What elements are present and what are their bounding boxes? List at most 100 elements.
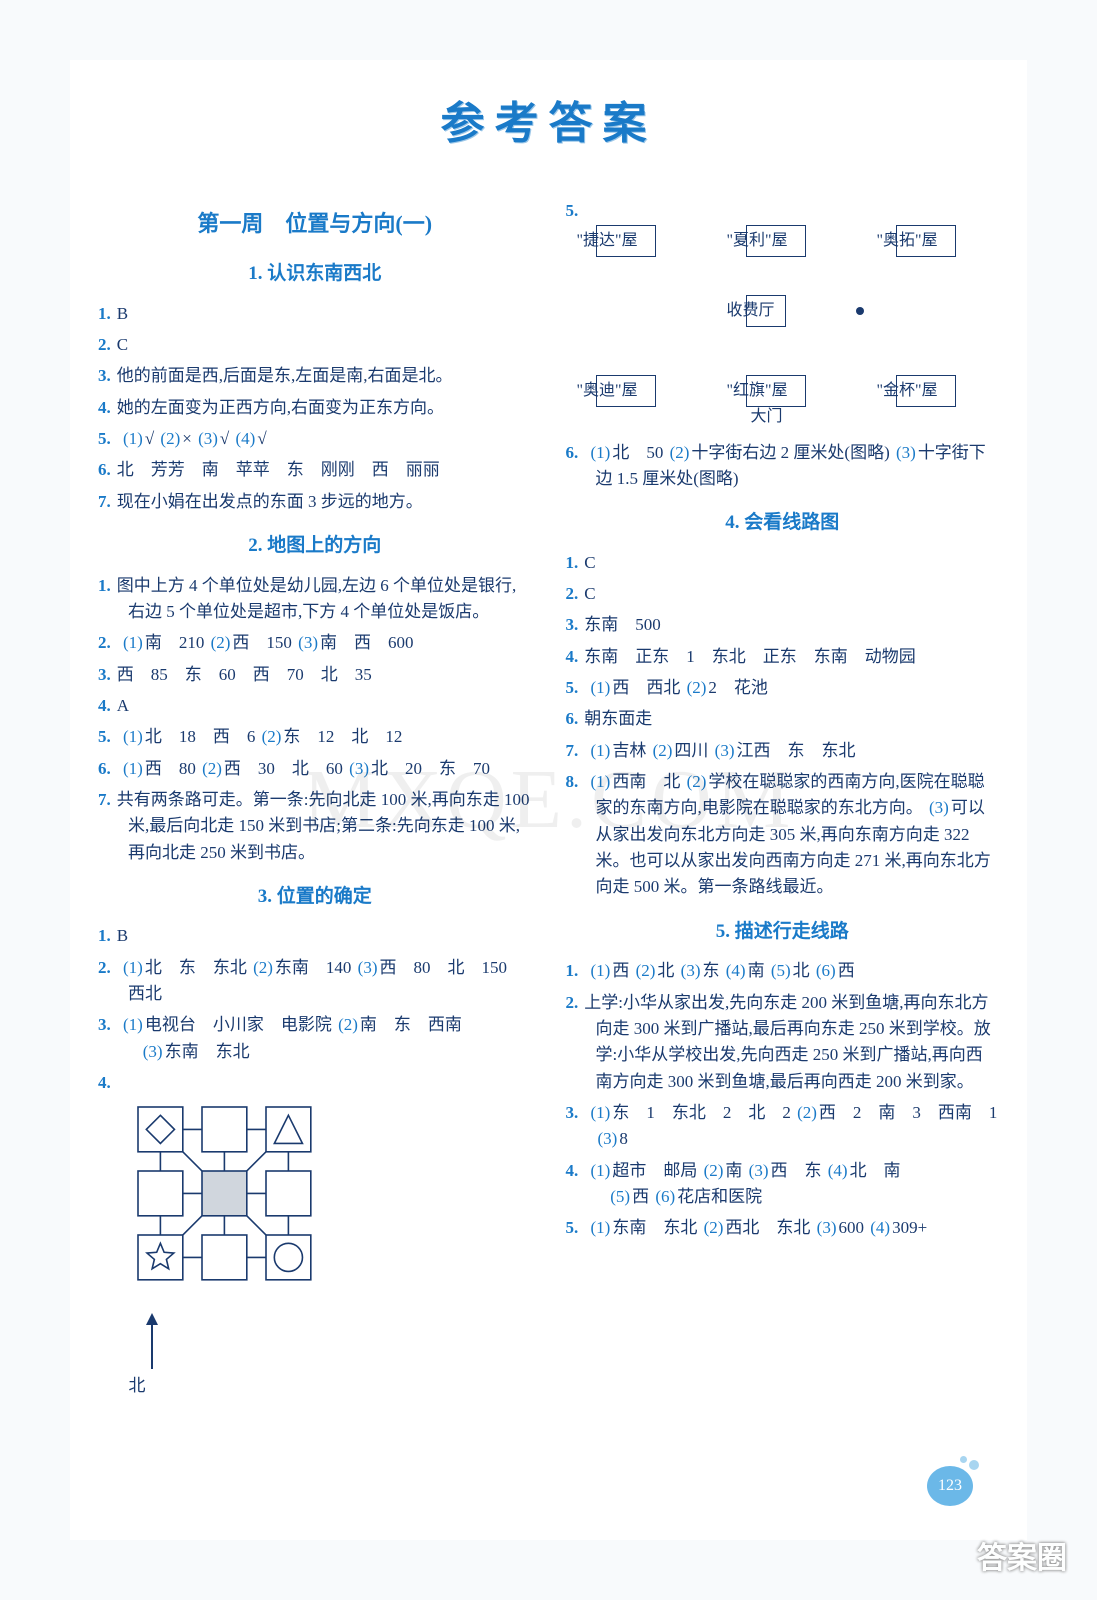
p: (5): [771, 961, 791, 980]
v: 东 12 北 12: [283, 727, 402, 746]
v: 图中上方 4 个单位处是幼儿园,左边 6 个单位处是银行,右边 5 个单位处是超…: [117, 576, 517, 621]
p: (4): [236, 429, 256, 448]
house-box-n: "夏利"屋: [746, 225, 807, 258]
p: (3): [349, 759, 369, 778]
p: (1): [123, 759, 143, 778]
p: (3): [817, 1218, 837, 1237]
p: (2): [797, 1103, 817, 1122]
house-box-nw: "捷达"屋: [596, 225, 657, 258]
p: (4): [870, 1218, 890, 1237]
p: (3): [896, 443, 916, 462]
v: 南 210: [145, 633, 205, 652]
v: 北 50: [612, 443, 663, 462]
p: (2): [704, 1218, 724, 1237]
v: C: [584, 584, 595, 603]
v: 北 南: [850, 1161, 901, 1180]
r-q6: 6. (1)北 50 (2)十字街右边 2 厘米处(图略) (3)十字街下边 1…: [566, 440, 1000, 493]
v: 东南 140: [275, 958, 352, 977]
v: 东南 500: [584, 615, 661, 634]
p: (6): [655, 1187, 675, 1206]
v: 南 西 600: [320, 633, 414, 652]
p: (1): [591, 678, 611, 697]
v: 东南 东北: [612, 1218, 697, 1237]
s1-q4: 4.她的左面变为正西方向,右面变为正东方向。: [98, 395, 532, 421]
p: (1): [591, 1218, 611, 1237]
s4-q2: 2.C: [566, 581, 1000, 607]
north-arrow: 北: [140, 1309, 164, 1399]
p: (3): [749, 1161, 769, 1180]
v: √: [220, 429, 229, 448]
page-number-badge: 123: [921, 1460, 981, 1510]
p: (3): [598, 1129, 618, 1148]
s2-q1: 1.图中上方 4 个单位处是幼儿园,左边 6 个单位处是银行,右边 5 个单位处…: [98, 573, 532, 626]
s1-q2-ans: C: [117, 335, 128, 354]
v: 东南 正东 1 东北 正东 东南 动物园: [584, 647, 916, 666]
v: 共有两条路可走。第一条:先向北走 100 米,再向东走 100 米,最后向北走 …: [117, 790, 530, 862]
v: 吉林: [612, 741, 646, 760]
left-column: 第一周 位置与方向(一) 1. 认识东南西北 1.B 2.C 3.他的前面是西,…: [98, 193, 532, 1404]
p: (1): [591, 772, 611, 791]
p: (1): [591, 741, 611, 760]
v: B: [117, 926, 128, 945]
p: (2): [202, 759, 222, 778]
v: 西 80: [145, 759, 196, 778]
p: (2): [670, 443, 690, 462]
p: (1): [123, 727, 143, 746]
p: (2): [338, 1015, 358, 1034]
v: 南: [748, 961, 765, 980]
s1-q5: 5. (1)√ (2)× (3)√ (4)√: [98, 426, 532, 452]
p: (1): [591, 961, 611, 980]
p: (1): [591, 1161, 611, 1180]
v: 北 20 东 70: [371, 759, 490, 778]
v: √: [145, 429, 154, 448]
s4-q1: 1.C: [566, 550, 1000, 576]
house-box-sw: "奥迪"屋: [596, 375, 657, 408]
p: (2): [160, 429, 180, 448]
p: (4): [726, 961, 746, 980]
p: (2): [636, 961, 656, 980]
s4-q5: 5. (1)西 西北 (2)2 花池: [566, 675, 1000, 701]
v: 江西 东 东北: [736, 741, 855, 760]
v: 西南 北: [612, 772, 680, 791]
p: (2): [262, 727, 282, 746]
p: (3): [198, 429, 218, 448]
columns: 第一周 位置与方向(一) 1. 认识东南西北 1.B 2.C 3.他的前面是西,…: [70, 193, 1027, 1404]
s1-q4-ans: 她的左面变为正西方向,右面变为正东方向。: [117, 398, 444, 417]
s1-q3-ans: 他的前面是西,后面是东,左面是南,右面是北。: [117, 366, 453, 385]
p: (3): [143, 1042, 163, 1061]
gate-label: 大门: [781, 405, 797, 430]
s5-q3: 3. (1)东 1 东北 2 北 2 (2)西 2 南 3 西南 1 (3)8: [566, 1100, 1000, 1153]
v: 西 150: [232, 633, 292, 652]
v: 朝东面走: [584, 709, 652, 728]
s4-q3: 3.东南 500: [566, 612, 1000, 638]
s2-q4: 4.A: [98, 693, 532, 719]
p: (1): [123, 1015, 143, 1034]
s4-q7: 7. (1)吉林 (2)四川 (3)江西 东 东北: [566, 738, 1000, 764]
grid-diagram: [128, 1097, 532, 1309]
v: 十字街右边 2 厘米处(图略): [691, 443, 889, 462]
s1-q1: 1.B: [98, 301, 532, 327]
s5-q5: 5. (1)东南 东北 (2)西北 东北 (3)600 (4)309+: [566, 1215, 1000, 1241]
house-box-se: "金杯"屋: [896, 375, 957, 408]
s1-q7: 7.现在小娟在出发点的东面 3 步远的地方。: [98, 489, 532, 515]
v: 西 2 南 3 西南 1: [819, 1103, 998, 1122]
v: 南 东 西南: [360, 1015, 462, 1034]
s3-q3: 3. (1)电视台 小川家 电影院 (2)南 东 西南 (3)东南 东北: [98, 1012, 532, 1065]
v: 西: [632, 1187, 649, 1206]
v: 西 30 北 60: [224, 759, 343, 778]
chapter-heading: 第一周 位置与方向(一): [98, 207, 532, 241]
p: (2): [687, 678, 707, 697]
house-box-ne: "奥拓"屋: [896, 225, 957, 258]
v: 西 东: [770, 1161, 821, 1180]
v: 北 18 西 6: [145, 727, 256, 746]
v: 北 东 东北: [145, 958, 247, 977]
right-column: 5. "捷达"屋"夏利"屋"奥拓"屋收费厅"奥迪"屋"红旗"屋"金杯"屋大门 6…: [566, 193, 1000, 1404]
section-4-heading: 4. 会看线路图: [566, 508, 1000, 537]
s1-q1-ans: B: [117, 304, 128, 323]
section-5-heading: 5. 描述行走线路: [566, 917, 1000, 946]
p: (3): [929, 798, 949, 817]
v: 东 1 东北 2 北 2: [612, 1103, 791, 1122]
v: 2 花池: [708, 678, 768, 697]
v: 600: [838, 1218, 864, 1237]
v: C: [584, 553, 595, 572]
